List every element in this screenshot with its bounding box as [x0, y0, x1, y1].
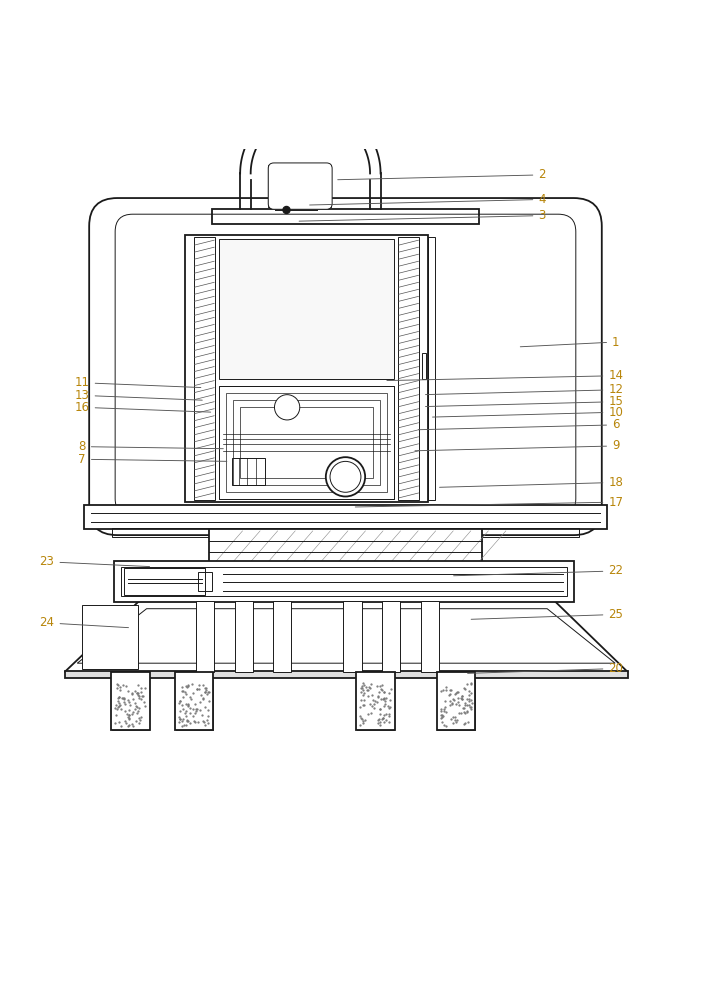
Text: 25: 25 — [471, 608, 623, 621]
Bar — [219, 386, 394, 499]
Bar — [235, 601, 253, 672]
Circle shape — [326, 457, 365, 496]
Text: 16: 16 — [75, 401, 211, 414]
Bar — [422, 353, 427, 379]
Text: 14: 14 — [387, 369, 623, 382]
Bar — [219, 386, 394, 499]
Bar — [232, 458, 265, 485]
Bar — [111, 680, 149, 730]
Bar — [185, 235, 428, 502]
FancyBboxPatch shape — [268, 163, 332, 209]
Bar — [268, 165, 331, 207]
Bar — [233, 400, 380, 485]
Bar — [65, 671, 627, 678]
Text: 17: 17 — [355, 496, 623, 509]
Text: 18: 18 — [439, 476, 623, 489]
Text: 20: 20 — [467, 662, 623, 675]
Text: 2: 2 — [338, 168, 546, 181]
Text: 11: 11 — [75, 376, 201, 389]
FancyBboxPatch shape — [89, 198, 602, 535]
Bar — [124, 568, 205, 595]
Text: 24: 24 — [39, 616, 128, 629]
Bar — [212, 209, 479, 224]
Text: 15: 15 — [426, 395, 623, 408]
Polygon shape — [65, 601, 627, 672]
Bar — [428, 237, 435, 500]
Text: 6: 6 — [419, 418, 620, 431]
Bar — [194, 237, 215, 500]
Circle shape — [274, 395, 300, 420]
Bar — [175, 672, 214, 730]
Bar — [85, 505, 608, 529]
Text: 12: 12 — [426, 383, 623, 396]
Bar — [209, 529, 482, 563]
Bar — [112, 528, 580, 537]
Bar — [114, 561, 574, 602]
Bar — [240, 407, 373, 478]
Bar — [176, 680, 213, 730]
Text: 4: 4 — [309, 193, 546, 206]
Text: 13: 13 — [75, 389, 202, 402]
Bar — [382, 601, 400, 672]
Text: 23: 23 — [39, 555, 149, 568]
Bar — [398, 237, 419, 500]
Text: 3: 3 — [299, 209, 546, 222]
Bar — [226, 393, 387, 492]
Bar — [82, 605, 138, 669]
Bar — [111, 672, 149, 730]
Bar — [196, 601, 214, 672]
Bar — [357, 680, 394, 730]
Bar — [198, 572, 212, 591]
Bar — [356, 672, 395, 730]
Text: 10: 10 — [433, 406, 623, 419]
Bar — [121, 567, 567, 596]
Bar — [438, 680, 474, 730]
Text: 1: 1 — [520, 336, 620, 349]
Circle shape — [283, 206, 290, 213]
Text: 22: 22 — [453, 564, 623, 577]
Bar — [343, 601, 362, 672]
Bar — [219, 239, 394, 379]
Text: 7: 7 — [78, 453, 227, 466]
Bar — [437, 672, 475, 730]
Text: 8: 8 — [78, 440, 223, 453]
Bar — [273, 601, 291, 672]
Text: 9: 9 — [415, 439, 620, 452]
Bar — [421, 601, 439, 672]
